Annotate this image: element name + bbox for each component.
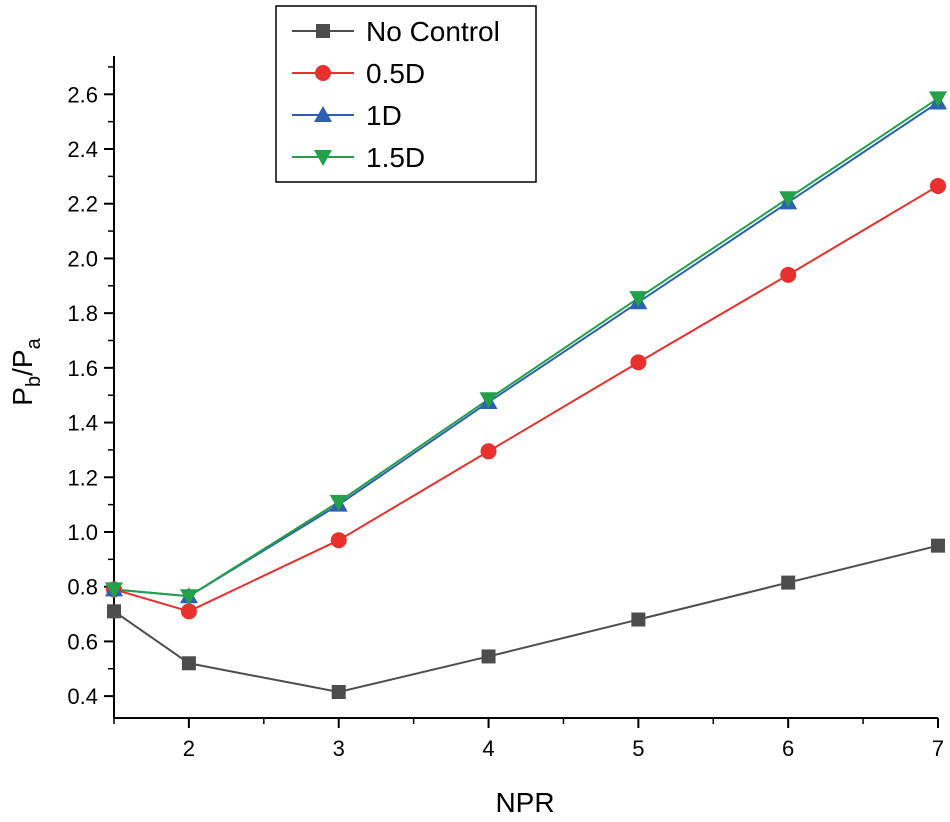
y-axis-title-slash: /P bbox=[7, 349, 38, 375]
legend-item-1d: 1D bbox=[292, 100, 402, 131]
data-point-1-5d bbox=[929, 91, 947, 108]
x-tick-label: 6 bbox=[782, 736, 794, 761]
data-point-1-5d bbox=[329, 494, 348, 511]
x-axis-title: NPR bbox=[495, 787, 554, 818]
data-point-no-control bbox=[931, 538, 945, 553]
data-point-1-5d bbox=[629, 291, 648, 308]
data-point-0-5d bbox=[480, 443, 497, 460]
legend: No Control 0.5D 1D 1.5D bbox=[275, 5, 537, 183]
data-point-0-5d bbox=[930, 177, 946, 194]
data-point-1-5d bbox=[479, 392, 498, 409]
data-point-1-5d bbox=[105, 582, 123, 599]
x-tick-label: 7 bbox=[932, 736, 944, 761]
data-point-1-5d bbox=[179, 589, 198, 606]
y-tick-label: 2.6 bbox=[67, 82, 98, 107]
y-tick-label: 1.4 bbox=[67, 411, 98, 436]
data-point-no-control bbox=[781, 575, 796, 590]
y-tick-label: 1.0 bbox=[67, 520, 98, 545]
data-point-0-5d bbox=[180, 603, 197, 620]
svg-text:Pb/Pa: Pb/Pa bbox=[7, 337, 45, 405]
y-axis-title: Pb/Pa bbox=[7, 337, 45, 405]
legend-marker bbox=[315, 65, 331, 81]
data-point-no-control bbox=[481, 649, 496, 664]
data-point-0-5d bbox=[630, 354, 647, 371]
legend-item-no-control: No Control bbox=[292, 16, 500, 47]
ticks: 2 3 4 5 6 7 0.4 0.6 0.8 1.0 1.2 1.4 1.6 1.8 2.0 2.2 2.4 2… bbox=[67, 66, 944, 761]
x-tick-label: 4 bbox=[482, 736, 494, 761]
y-tick-label: 2.2 bbox=[67, 192, 98, 217]
y-axis-title-sub-a: a bbox=[23, 337, 45, 349]
data-point-0-5d bbox=[780, 266, 797, 283]
legend-label: 1D bbox=[366, 100, 402, 131]
data-point-no-control bbox=[331, 685, 346, 700]
legend-item-0-5d: 0.5D bbox=[292, 58, 425, 89]
legend-label: 0.5D bbox=[366, 58, 425, 89]
data-point-no-control bbox=[631, 612, 646, 627]
y-tick-label: 2.4 bbox=[67, 137, 98, 162]
data-point-0-5d bbox=[330, 532, 347, 549]
y-tick-label: 2.0 bbox=[67, 246, 98, 271]
y-tick-label: 1.8 bbox=[67, 301, 98, 326]
series-lines bbox=[113, 97, 939, 694]
y-tick-label: 0.4 bbox=[67, 684, 98, 709]
y-tick-label: 0.6 bbox=[67, 629, 98, 654]
x-tick-label: 2 bbox=[183, 736, 195, 761]
legend-marker bbox=[314, 150, 332, 166]
y-axis-title-sub-b: b bbox=[23, 376, 45, 387]
legend-label: 1.5D bbox=[366, 142, 425, 173]
legend-label: No Control bbox=[366, 16, 500, 47]
data-point-no-control bbox=[107, 604, 121, 619]
x-tick-label: 5 bbox=[632, 736, 644, 761]
y-tick-label: 0.8 bbox=[67, 575, 98, 600]
legend-marker bbox=[314, 106, 332, 122]
series-line-0-5d bbox=[113, 185, 939, 613]
x-tick-label: 3 bbox=[333, 736, 345, 761]
y-axis-title-main: P bbox=[7, 387, 38, 406]
y-tick-label: 1.2 bbox=[67, 465, 98, 490]
data-point-1-5d bbox=[779, 191, 798, 208]
legend-marker bbox=[316, 24, 330, 38]
series-markers bbox=[105, 91, 947, 700]
data-point-no-control bbox=[181, 656, 196, 671]
y-tick-label: 1.6 bbox=[67, 356, 98, 381]
legend-item-1-5d: 1.5D bbox=[292, 142, 425, 173]
